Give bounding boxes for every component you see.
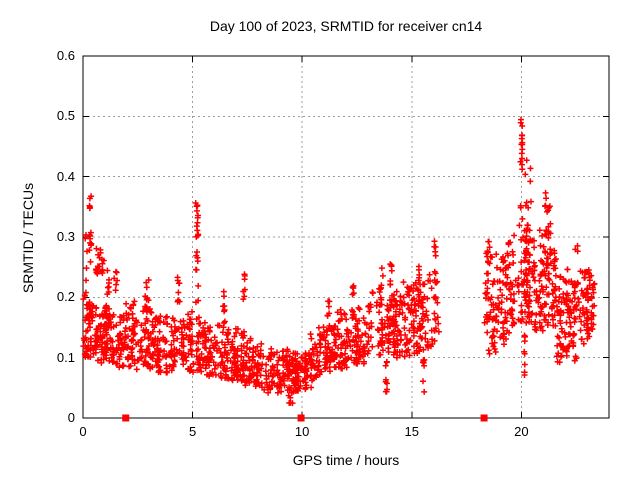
x-tick-label: 15 bbox=[404, 424, 419, 439]
zero-square-marker bbox=[122, 414, 130, 422]
y-tick-label: 0.2 bbox=[56, 289, 75, 305]
zero-square-marker bbox=[480, 414, 488, 422]
y-tick-label: 0.3 bbox=[56, 229, 75, 244]
x-tick-label: 5 bbox=[188, 424, 197, 439]
y-tick-label: 0 bbox=[67, 410, 75, 425]
chart-title: Day 100 of 2023, SRMTID for receiver cn1… bbox=[209, 18, 483, 34]
y-tick-label: 0.6 bbox=[56, 48, 75, 63]
x-axis-label: GPS time / hours bbox=[292, 452, 400, 468]
y-tick-label: 0.4 bbox=[56, 168, 75, 184]
y-tick-label: 0.1 bbox=[56, 349, 75, 365]
x-tick-label: 10 bbox=[294, 424, 310, 439]
x-tick-label: 20 bbox=[514, 424, 529, 439]
zero-square-marker bbox=[297, 414, 305, 422]
srmtid-scatter-series bbox=[80, 116, 598, 407]
x-tick-label: 0 bbox=[79, 424, 87, 439]
y-tick-label: 0.5 bbox=[56, 108, 75, 124]
